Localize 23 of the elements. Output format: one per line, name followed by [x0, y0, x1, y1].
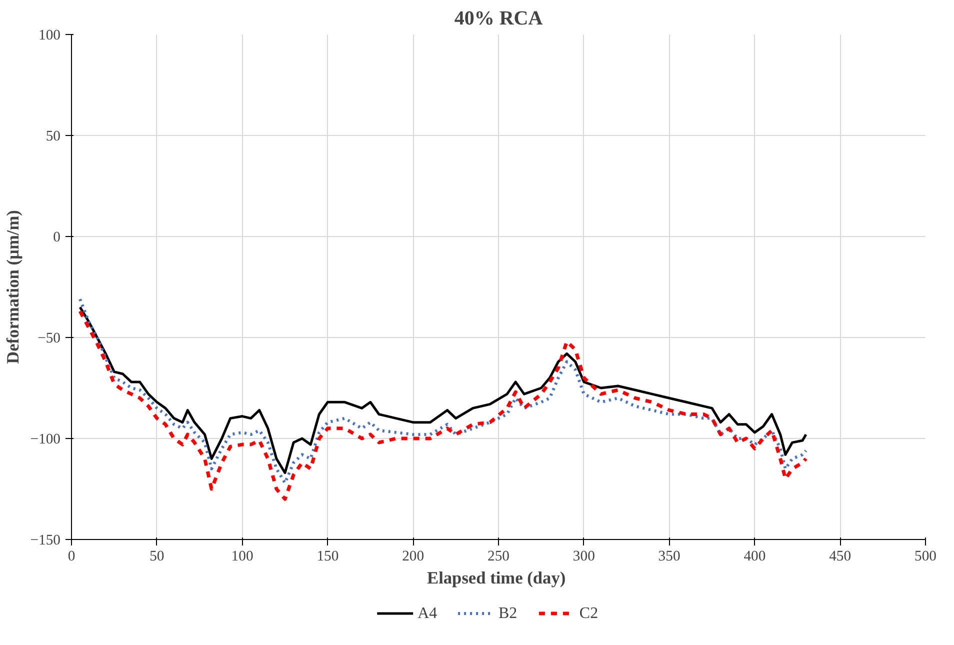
x-tick-label: 350	[658, 548, 680, 564]
chart-title: 40% RCA	[454, 8, 544, 30]
y-tick-label: −150	[30, 532, 60, 548]
y-tick-label: −100	[30, 432, 60, 448]
x-tick-label: 400	[744, 548, 766, 564]
legend-label: A4	[418, 605, 438, 622]
x-tick-label: 250	[488, 548, 510, 564]
legend-label: B2	[498, 605, 518, 622]
x-tick-label: 500	[914, 548, 936, 564]
x-tick-label: 0	[68, 548, 76, 564]
x-tick-label: 200	[402, 548, 424, 564]
y-tick-label: 50	[46, 128, 60, 144]
x-tick-label: 300	[572, 548, 595, 564]
y-tick-label: 0	[53, 230, 60, 246]
x-axis-title: Elapsed time (day)	[427, 568, 566, 588]
legend-label: C2	[579, 605, 598, 622]
y-axis-title: Deformation (µm/m)	[3, 210, 22, 364]
x-tick-label: 150	[316, 548, 339, 564]
y-tick-label: 100	[38, 28, 60, 44]
x-tick-label: 450	[829, 548, 852, 564]
x-tick-label: 50	[150, 548, 164, 564]
x-tick-label: 100	[231, 548, 254, 564]
y-tick-label: −50	[38, 330, 60, 346]
